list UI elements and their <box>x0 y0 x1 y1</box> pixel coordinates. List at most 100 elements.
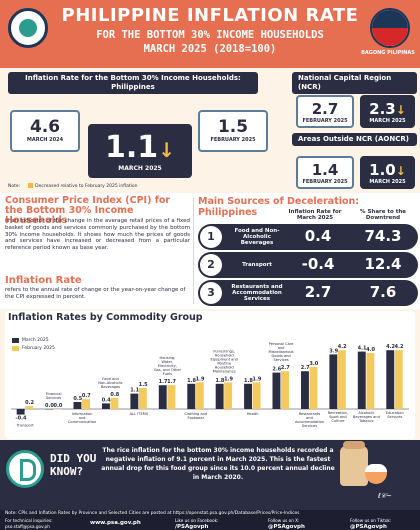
bagong-pilipinas-label: BAGONG PILIPINAS <box>361 50 415 56</box>
category-label: Education Services <box>386 411 404 419</box>
chart-bar <box>130 393 139 409</box>
chart-panel <box>5 311 415 439</box>
rice-sack-icon <box>340 441 368 486</box>
share-value: 12.4 <box>364 255 402 273</box>
chart-bar <box>337 350 346 409</box>
chart-bar <box>224 382 233 409</box>
arrow-down-icon: ↓ <box>158 138 175 162</box>
signature-icon: ℓ𝒞~ <box>378 492 392 500</box>
col-header-share: % Share to the Downtrend <box>360 209 406 221</box>
footer-facebook: Like us on Facebook: /PSAgovph <box>175 518 218 530</box>
chart-bar <box>195 382 204 409</box>
share-value: 74.3 <box>364 227 402 245</box>
aoncr-panel-title: Areas Outside NCR (AONCR) <box>292 133 417 146</box>
chart-legend: March 2025 February 2025 <box>12 338 55 354</box>
bar-data-label: 4.1 <box>358 346 367 352</box>
bar-data-label: 0.0 <box>53 403 62 409</box>
inquiries-label: For technical inquiries: <box>5 518 53 523</box>
bar-data-label: 3.9 <box>329 348 338 354</box>
website-link[interactable]: www.psa.gov.ph <box>90 520 141 526</box>
footer-website: www.psa.gov.ph <box>90 520 141 527</box>
psa-mascot-icon <box>6 450 44 488</box>
inflation-value: 0.4 <box>304 227 332 245</box>
aoncr-prev-month-card: 1.4 FEBRUARY 2025 <box>296 156 354 189</box>
ncr-current-label: MARCH 2025 <box>369 118 406 124</box>
bar-data-label: 2.7 <box>281 365 290 371</box>
section-divider <box>193 198 194 304</box>
chart-bar <box>110 397 119 409</box>
inquiries-email-link[interactable]: pso.staff@psa.gov.ph <box>5 523 50 529</box>
tiktok-link[interactable]: @PSAgovph <box>350 523 387 530</box>
ncr-current-value: 2.3 <box>369 100 396 118</box>
aoncr-current-value: 1.0 <box>369 161 396 179</box>
psa-logo-icon <box>8 8 48 48</box>
bar-data-label: 4.2 <box>386 344 395 350</box>
inflation-title: Inflation Rate <box>5 275 82 286</box>
chart-bar <box>301 371 309 409</box>
legend-swatch-previous <box>12 346 19 351</box>
ph-prev-month-label: FEBRUARY 2025 <box>210 137 256 143</box>
did-you-label: DID YOU <box>50 452 97 465</box>
deceleration-row: 2 Transport -0.4 12.4 <box>198 252 418 278</box>
footer-x: Follow us on X: @PSAgovph <box>268 518 305 530</box>
category-label: Clothing and Footwear <box>184 412 207 420</box>
ncr-panel-title: National Capital Region (NCR) <box>292 72 417 94</box>
category-label: ALL ITEMS <box>130 412 149 416</box>
category-label: Personal Care and Miscellaneous Goods and Se… <box>268 342 294 362</box>
category-label: Restaurants and Accommodation Services <box>295 412 324 428</box>
commodity-name: Transport <box>242 262 272 268</box>
bar-data-label: 4.0 <box>366 347 375 353</box>
chart-bar <box>281 371 289 409</box>
chart-bar <box>252 382 261 409</box>
chart-bar <box>244 383 252 409</box>
ncr-current-card: 2.3↓ MARCH 2025 <box>360 95 415 128</box>
bar-data-label: 0.4 <box>102 397 111 403</box>
did-you-know-text: The rice inflation for the bottom 30% in… <box>101 447 335 481</box>
chart-bar <box>167 385 176 409</box>
rank-badge: 3 <box>200 282 222 304</box>
inflation-definition: refers to the annual rate of change or t… <box>5 287 186 300</box>
chart-bar <box>215 383 224 409</box>
chart-bar <box>102 403 110 409</box>
aoncr-current-card: 1.0↓ MARCH 2025 <box>360 156 415 189</box>
header-banner <box>0 0 420 68</box>
category-label: Furnishings, Household Equipment and Routin… <box>210 349 237 373</box>
bar-data-label: 1.9 <box>196 376 205 382</box>
category-label: Transport <box>16 424 34 428</box>
category-label: Food and Non-Alcoholic Beverages <box>98 377 122 389</box>
footer-note: Note: CPIs and Inflation Rates by Provin… <box>5 511 300 516</box>
chart-bar <box>187 383 196 409</box>
legend-item-previous: February 2025 <box>12 346 55 351</box>
ph-current-label: MARCH 2025 <box>118 165 162 172</box>
chart-bar <box>386 350 395 409</box>
cpi-title: Consumer Price Index (CPI) for the Botto… <box>5 195 171 226</box>
bar-data-label: 1.9 <box>252 376 261 382</box>
chart-bar <box>16 409 25 415</box>
bar-data-label: 1.8 <box>244 378 253 384</box>
bar-data-label: 0.5 <box>73 396 82 402</box>
inflation-value: -0.4 <box>301 255 335 273</box>
legend-swatch-current <box>12 338 19 343</box>
category-label: Financial Services <box>46 392 62 400</box>
bar-data-label: 4.2 <box>338 344 347 350</box>
bar-data-label: 1.7 <box>167 379 176 385</box>
deceleration-row: 1 Food and Non-Alcoholic Beverages 0.4 7… <box>198 224 418 250</box>
bar-data-label: 1.8 <box>187 378 196 384</box>
page-title: PHILIPPINE INFLATION RATE <box>61 5 359 26</box>
decrease-swatch-icon <box>28 183 34 188</box>
arrow-down-icon: ↓ <box>395 103 406 117</box>
facebook-link[interactable]: /PSAgovph <box>175 523 209 530</box>
ph-prev-year-card: 4.6 MARCH 2024 <box>10 110 80 152</box>
chart-bar <box>309 367 318 409</box>
x-link[interactable]: @PSAgovph <box>268 523 305 530</box>
chart-bar <box>82 399 90 409</box>
rice-bowl-icon <box>365 464 387 484</box>
ncr-prev-month-value: 2.7 <box>311 100 339 118</box>
ph-prev-year-label: MARCH 2024 <box>26 137 64 143</box>
bar-data-label: 2.6 <box>272 367 281 373</box>
chart-bar <box>73 402 82 409</box>
page-subtitle-1: FOR THE BOTTOM 30% INCOME HOUSEHOLDS <box>96 29 324 41</box>
did-you-know-label: DID YOU KNOW? <box>50 452 96 478</box>
bar-data-label: 1.5 <box>139 382 148 388</box>
bar-data-label: 1.8 <box>215 378 224 384</box>
